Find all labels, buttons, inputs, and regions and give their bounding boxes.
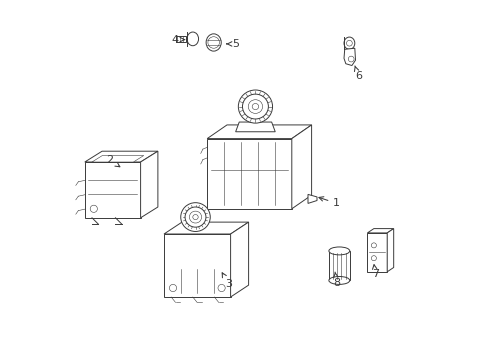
Polygon shape bbox=[344, 48, 356, 66]
Polygon shape bbox=[141, 151, 158, 218]
Polygon shape bbox=[164, 222, 248, 234]
Ellipse shape bbox=[185, 207, 206, 227]
Polygon shape bbox=[207, 125, 312, 139]
Polygon shape bbox=[387, 229, 393, 272]
Ellipse shape bbox=[252, 104, 259, 109]
Ellipse shape bbox=[187, 32, 198, 46]
Ellipse shape bbox=[243, 94, 269, 119]
Text: 7: 7 bbox=[372, 265, 379, 279]
Text: 4: 4 bbox=[171, 35, 185, 45]
Ellipse shape bbox=[189, 211, 201, 223]
Text: 5: 5 bbox=[227, 39, 240, 49]
Polygon shape bbox=[292, 125, 312, 209]
Ellipse shape bbox=[344, 37, 355, 49]
Ellipse shape bbox=[206, 34, 221, 51]
Polygon shape bbox=[329, 251, 350, 280]
Text: 1: 1 bbox=[319, 197, 340, 208]
Polygon shape bbox=[368, 233, 387, 272]
Text: 8: 8 bbox=[333, 272, 341, 288]
Ellipse shape bbox=[238, 90, 272, 123]
Polygon shape bbox=[164, 234, 231, 297]
Polygon shape bbox=[207, 139, 292, 209]
Ellipse shape bbox=[329, 276, 350, 284]
Ellipse shape bbox=[193, 215, 198, 220]
Polygon shape bbox=[92, 156, 144, 162]
Ellipse shape bbox=[248, 100, 263, 113]
Polygon shape bbox=[308, 194, 317, 203]
Text: 2: 2 bbox=[106, 155, 120, 167]
Polygon shape bbox=[85, 162, 141, 218]
Ellipse shape bbox=[181, 203, 210, 231]
Polygon shape bbox=[175, 36, 186, 42]
Ellipse shape bbox=[329, 247, 350, 255]
Text: 6: 6 bbox=[354, 66, 362, 81]
Text: 3: 3 bbox=[222, 273, 232, 289]
Polygon shape bbox=[85, 151, 158, 162]
Polygon shape bbox=[368, 229, 393, 233]
Polygon shape bbox=[236, 122, 275, 132]
Polygon shape bbox=[231, 222, 248, 297]
